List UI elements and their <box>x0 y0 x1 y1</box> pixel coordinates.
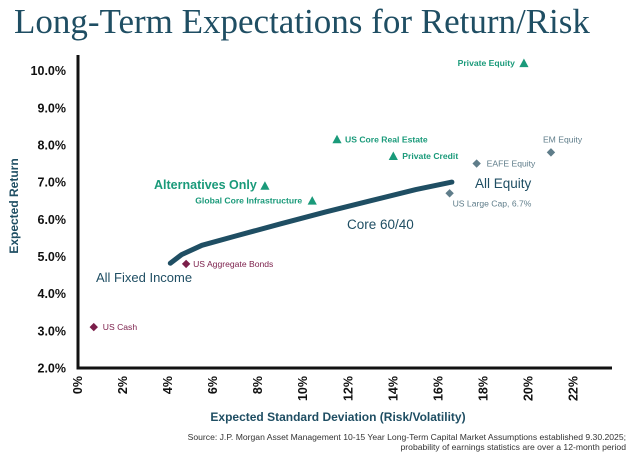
source-line-2: probability of earnings statistics are o… <box>400 442 626 452</box>
x-tick-label: 4% <box>161 376 175 394</box>
y-tick-label: 6.0% <box>38 213 67 227</box>
y-tick-label: 10.0% <box>31 64 66 78</box>
x-tick-label: 20% <box>521 376 535 401</box>
source-note: Source: J.P. Morgan Asset Management 10-… <box>66 432 626 452</box>
eafe-equity-marker <box>472 159 481 168</box>
us-core-real-estate-label: US Core Real Estate <box>345 134 428 144</box>
data-point-labels: Private Equity US Core Real Estate Private… <box>103 58 583 332</box>
core-60-40-label: Core 60/40 <box>347 217 414 232</box>
x-tick-label: 14% <box>386 376 400 401</box>
private-credit-marker <box>388 151 398 161</box>
y-tick-label: 2.0% <box>38 362 67 376</box>
x-tick-label: 22% <box>566 376 580 401</box>
all-equity-label: All Equity <box>475 176 532 191</box>
global-core-infrastructure-marker <box>307 196 317 205</box>
x-tick-label: 8% <box>251 376 265 394</box>
x-tick-label: 18% <box>476 376 490 401</box>
alternatives-only-label: Alternatives Only <box>154 178 257 192</box>
x-tick-label: 10% <box>296 376 310 401</box>
global-core-infrastructure-label: Global Core Infrastructure <box>195 196 302 206</box>
y-tick-label: 5.0% <box>38 250 67 264</box>
y-axis-title: Expected Return <box>7 158 21 253</box>
x-axis-title: Expected Standard Deviation (Risk/Volati… <box>210 410 465 424</box>
x-tick-label: 0% <box>71 376 85 394</box>
private-equity-label: Private Equity <box>458 58 516 68</box>
em-equity-label: EM Equity <box>543 134 583 144</box>
private-credit-label: Private Credit <box>402 151 458 161</box>
efficient-frontier-line <box>167 179 455 266</box>
x-tick-labels: 0% 2% 4% 6% 8% 10% 12% 14% 16% 18% 20% 22% <box>71 376 580 401</box>
x-tick-label: 16% <box>431 376 445 401</box>
alternatives-only-marker <box>260 181 270 190</box>
x-tick-label: 6% <box>206 376 220 394</box>
y-tick-label: 4.0% <box>38 287 67 301</box>
x-tick-label: 2% <box>116 376 130 394</box>
y-tick-label: 7.0% <box>38 176 67 190</box>
source-line-1: Source: J.P. Morgan Asset Management 10-… <box>187 432 626 442</box>
chart-title: Long-Term Expectations for Return/Risk <box>14 2 590 41</box>
em-equity-marker <box>546 148 556 157</box>
eafe-equity-label: EAFE Equity <box>487 159 536 169</box>
y-tick-label: 9.0% <box>38 101 67 115</box>
us-aggregate-bonds-marker <box>181 259 191 269</box>
us-cash-label: US Cash <box>103 322 138 332</box>
us-large-cap-6-7-marker <box>445 189 454 198</box>
x-tick-label: 12% <box>341 376 355 401</box>
all-fixed-income-label: All Fixed Income <box>96 270 192 285</box>
us-large-cap-6-7-label: US Large Cap, 6.7% <box>453 198 532 208</box>
us-aggregate-bonds-label: US Aggregate Bonds <box>193 259 273 269</box>
private-equity-marker <box>519 58 529 68</box>
y-tick-labels: 2.0% 3.0% 4.0% 5.0% 6.0% 7.0% 8.0% 9.0% 10.0% <box>31 64 66 375</box>
us-core-real-estate-marker <box>332 134 342 144</box>
y-tick-label: 3.0% <box>38 324 67 338</box>
us-cash-marker <box>89 322 98 332</box>
data-points <box>89 58 556 332</box>
y-tick-label: 8.0% <box>38 138 67 152</box>
